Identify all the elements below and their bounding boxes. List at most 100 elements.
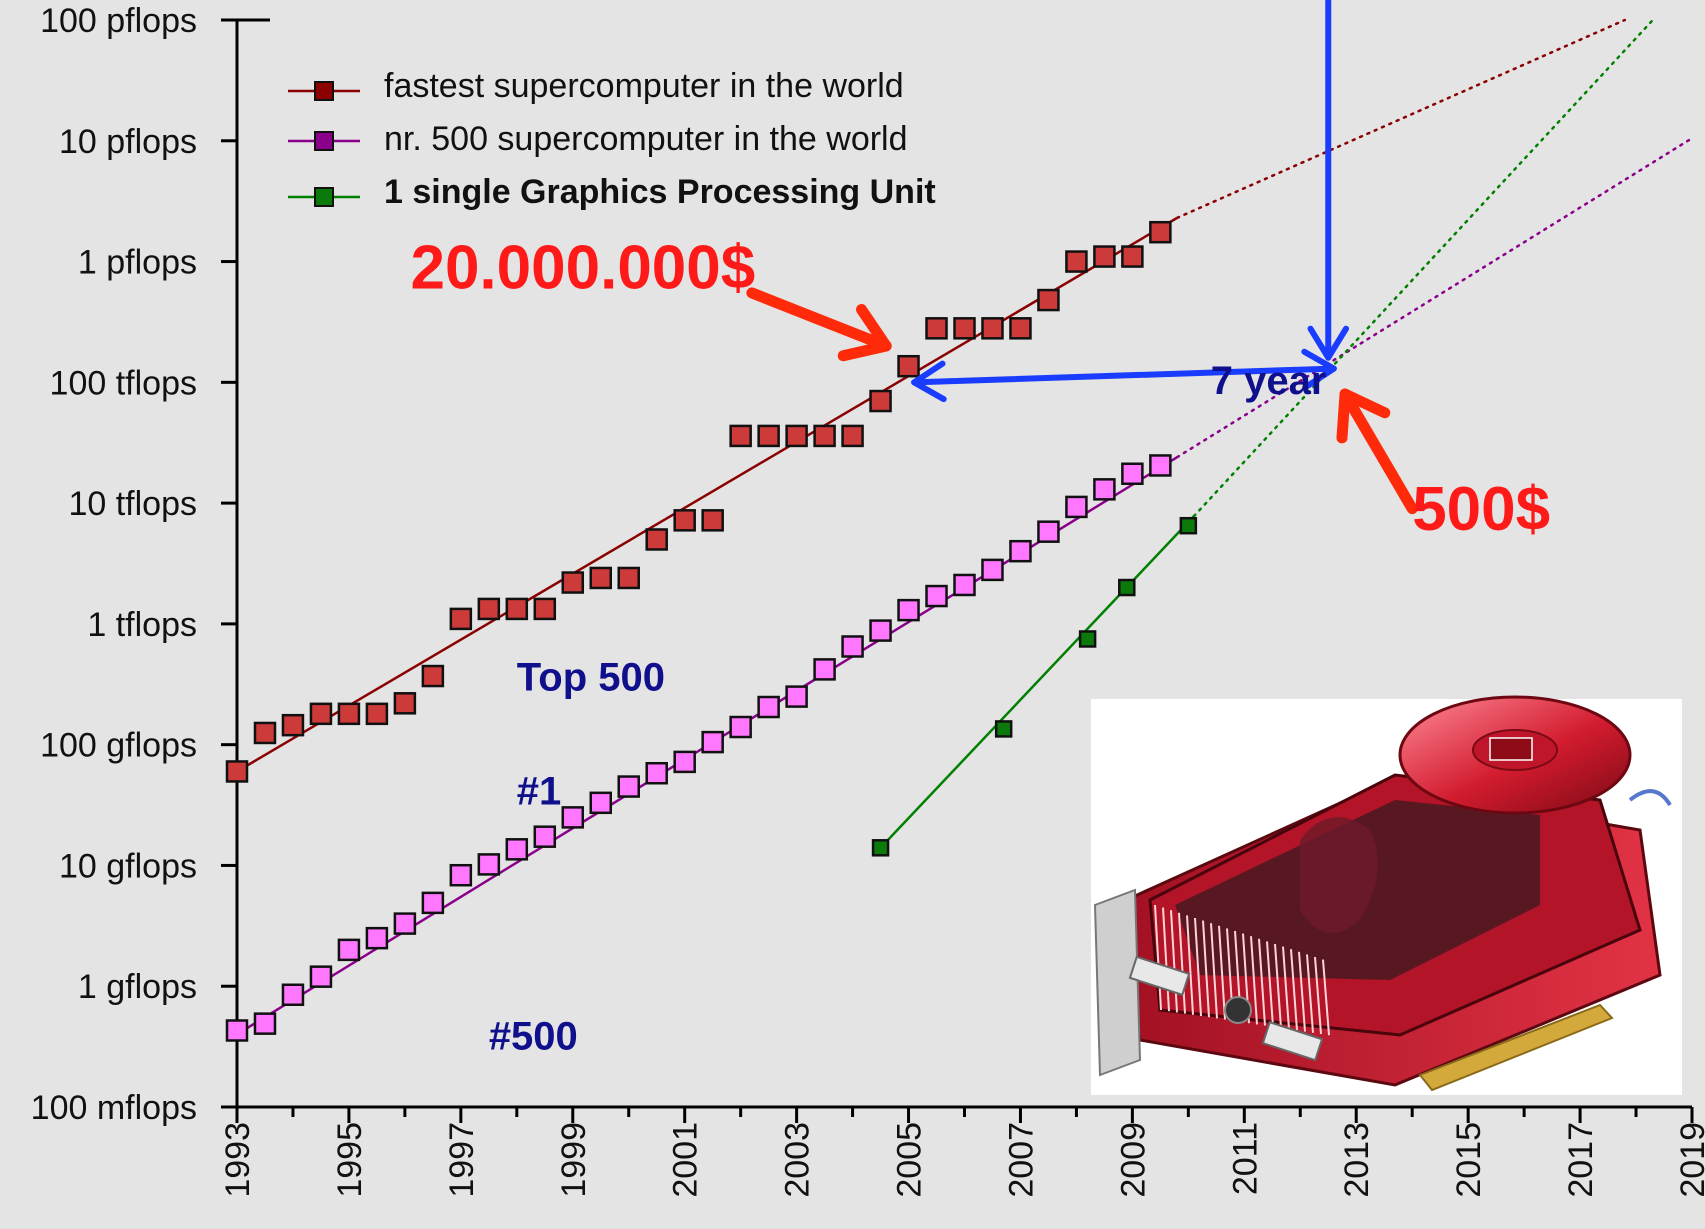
red-arrow-head [1336, 388, 1391, 444]
heatsink-fin [1322, 959, 1330, 1036]
data-point [729, 715, 752, 739]
data-point [1149, 220, 1172, 244]
series-0 [225, 18, 1627, 783]
data-point [1121, 245, 1144, 268]
data-point [701, 509, 724, 532]
x-tick-label: 2015 [1450, 1122, 1488, 1198]
heatsink-fin [1210, 923, 1218, 1019]
data-point [757, 695, 780, 719]
data-point [1037, 520, 1060, 543]
arrows-layer [746, 0, 1418, 515]
data-point [365, 926, 389, 950]
data-point [1093, 245, 1116, 268]
data-point [994, 720, 1013, 738]
heatsink-fin [1274, 943, 1282, 1029]
data-point [925, 584, 948, 608]
trend-line [236, 216, 1178, 773]
heatsink-fin [1218, 925, 1226, 1020]
annotation-text: #500 [489, 1014, 578, 1058]
data-point [561, 571, 585, 594]
y-tick-label: 1 pflops [78, 244, 197, 282]
blue-arrow-head-right [1301, 348, 1337, 391]
blue-arrow-head-down [1307, 325, 1350, 361]
data-point [785, 685, 808, 708]
heatsink-fin [1266, 941, 1274, 1027]
data-point [505, 597, 529, 621]
data-point [533, 825, 557, 848]
gpu-card-photo [1091, 695, 1682, 1095]
data-point [365, 702, 389, 726]
series-layer [225, 18, 1694, 1042]
data-point [645, 761, 668, 785]
annotation-text: 500$ [1412, 475, 1550, 544]
projection-line [1192, 18, 1655, 518]
heatsink-fin [1298, 951, 1306, 1032]
axes: 100 mflops 1 gflops 10 gflops 100 gflops 1 t… [31, 2, 1705, 1198]
y-tick-label: 100 tflops [50, 364, 197, 402]
data-point [925, 317, 948, 340]
heatsink-fin [1170, 910, 1178, 1013]
heatsink-fin [1202, 920, 1210, 1018]
x-tick-label: 2001 [667, 1122, 705, 1198]
heatsink-fin [1154, 904, 1162, 1011]
legend-label-nr500: nr. 500 supercomputer in the world [384, 120, 908, 158]
heatsink-fin [1282, 946, 1290, 1030]
data-point [253, 1012, 277, 1035]
x-tick-label: 1999 [555, 1122, 593, 1198]
data-point [533, 597, 557, 621]
data-point [869, 389, 892, 413]
red-arrow-shaft [1339, 388, 1418, 515]
annotation-text: 20.000.000$ [410, 233, 755, 302]
data-point [281, 713, 305, 737]
annotation-text: 7 year [1211, 359, 1327, 403]
data-point [337, 938, 361, 962]
y-tick-label: 1 tflops [87, 606, 197, 644]
data-point [1093, 478, 1116, 501]
projection-line [1175, 18, 1627, 220]
series-2 [871, 18, 1655, 857]
data-point [953, 573, 976, 597]
data-point [589, 566, 612, 590]
data-point [589, 791, 612, 815]
data-point [421, 891, 445, 915]
legend-marker-gpu [314, 187, 334, 207]
x-tick-label: 1997 [443, 1122, 481, 1198]
svideo-port [1224, 996, 1252, 1024]
x-tick-label: 2017 [1562, 1122, 1600, 1198]
annotation-text: #1 [517, 769, 562, 813]
data-point [673, 750, 696, 774]
x-tick-label: 1993 [219, 1122, 257, 1198]
series-1 [225, 136, 1694, 1042]
heatsink-fin [1314, 956, 1322, 1035]
x-tick-label: 2003 [779, 1122, 817, 1198]
data-point [477, 853, 501, 876]
y-tick-label: 100 pflops [40, 2, 197, 40]
data-point [617, 775, 640, 798]
data-point [253, 721, 277, 745]
data-point [841, 424, 864, 448]
data-point [981, 558, 1004, 582]
heatsink-fin [1258, 938, 1266, 1026]
y-tick-label: 10 gflops [59, 847, 197, 885]
data-point [953, 317, 976, 340]
legend-item-fastest: fastest supercomputer in the world [288, 67, 904, 105]
x-tick-label: 2007 [1002, 1122, 1040, 1198]
data-point [449, 607, 473, 631]
dvi-port-top [1128, 955, 1191, 997]
dvi-port-bottom [1261, 1020, 1324, 1062]
data-point [1037, 288, 1060, 312]
data-point [1118, 578, 1136, 597]
ati-logo-fan [1489, 737, 1533, 761]
data-point [225, 1019, 249, 1042]
data-point [225, 760, 249, 783]
data-point [309, 965, 333, 988]
legend: fastest supercomputer in the world nr. 5… [288, 67, 936, 211]
x-tick-label: 2011 [1226, 1122, 1264, 1195]
data-point [785, 424, 808, 448]
artwork-figure [1300, 817, 1378, 933]
data-point [1065, 495, 1088, 519]
data-point [841, 635, 864, 658]
data-point [1149, 454, 1172, 477]
projection-line [1175, 136, 1694, 459]
data-point [421, 664, 445, 688]
